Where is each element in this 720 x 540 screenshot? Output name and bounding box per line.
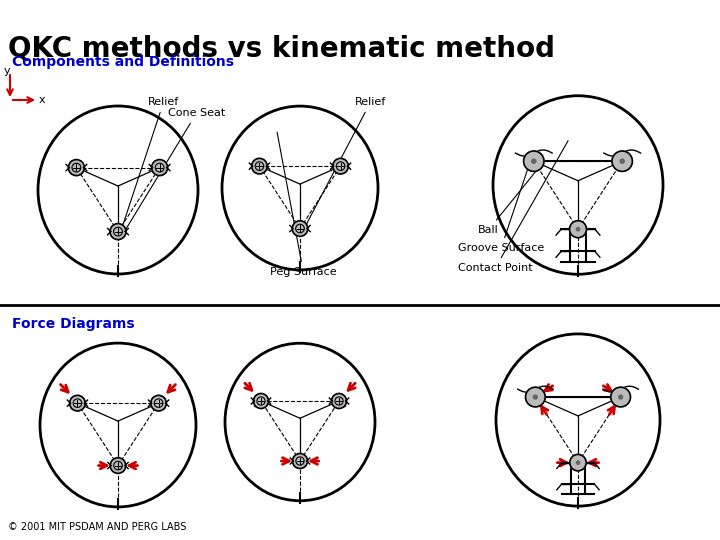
Text: QKC methods vs kinematic method: QKC methods vs kinematic method [8, 35, 555, 63]
Text: Cone Seat: Cone Seat [126, 108, 225, 229]
Circle shape [612, 151, 632, 171]
Text: Relief: Relief [119, 97, 179, 237]
Circle shape [150, 395, 166, 411]
Circle shape [252, 158, 267, 174]
Circle shape [576, 227, 580, 231]
Circle shape [523, 151, 544, 171]
Circle shape [570, 221, 587, 238]
Text: Relief: Relief [301, 97, 386, 234]
Circle shape [333, 158, 348, 174]
Circle shape [534, 395, 537, 399]
Text: Groove Surface: Groove Surface [458, 154, 544, 253]
Circle shape [570, 455, 586, 471]
Text: Contact Point: Contact Point [458, 140, 568, 273]
Circle shape [68, 160, 84, 176]
Text: Force Diagrams: Force Diagrams [12, 317, 135, 331]
Circle shape [253, 394, 269, 408]
Circle shape [331, 394, 346, 408]
Circle shape [292, 221, 308, 237]
Text: Ball: Ball [478, 164, 542, 235]
Text: Components and Definitions: Components and Definitions [12, 55, 234, 69]
Text: Peg Surface: Peg Surface [270, 132, 337, 277]
Circle shape [618, 395, 623, 399]
Circle shape [110, 224, 126, 240]
Circle shape [577, 461, 580, 464]
Circle shape [152, 160, 168, 176]
Text: © 2001 MIT PSDAM AND PERG LABS: © 2001 MIT PSDAM AND PERG LABS [8, 522, 186, 532]
Text: y: y [4, 66, 11, 76]
Circle shape [110, 458, 126, 474]
Text: x: x [39, 95, 45, 105]
Circle shape [292, 454, 307, 469]
Circle shape [620, 159, 624, 163]
Circle shape [70, 395, 85, 411]
Circle shape [611, 387, 631, 407]
Circle shape [532, 159, 536, 163]
Circle shape [526, 387, 545, 407]
